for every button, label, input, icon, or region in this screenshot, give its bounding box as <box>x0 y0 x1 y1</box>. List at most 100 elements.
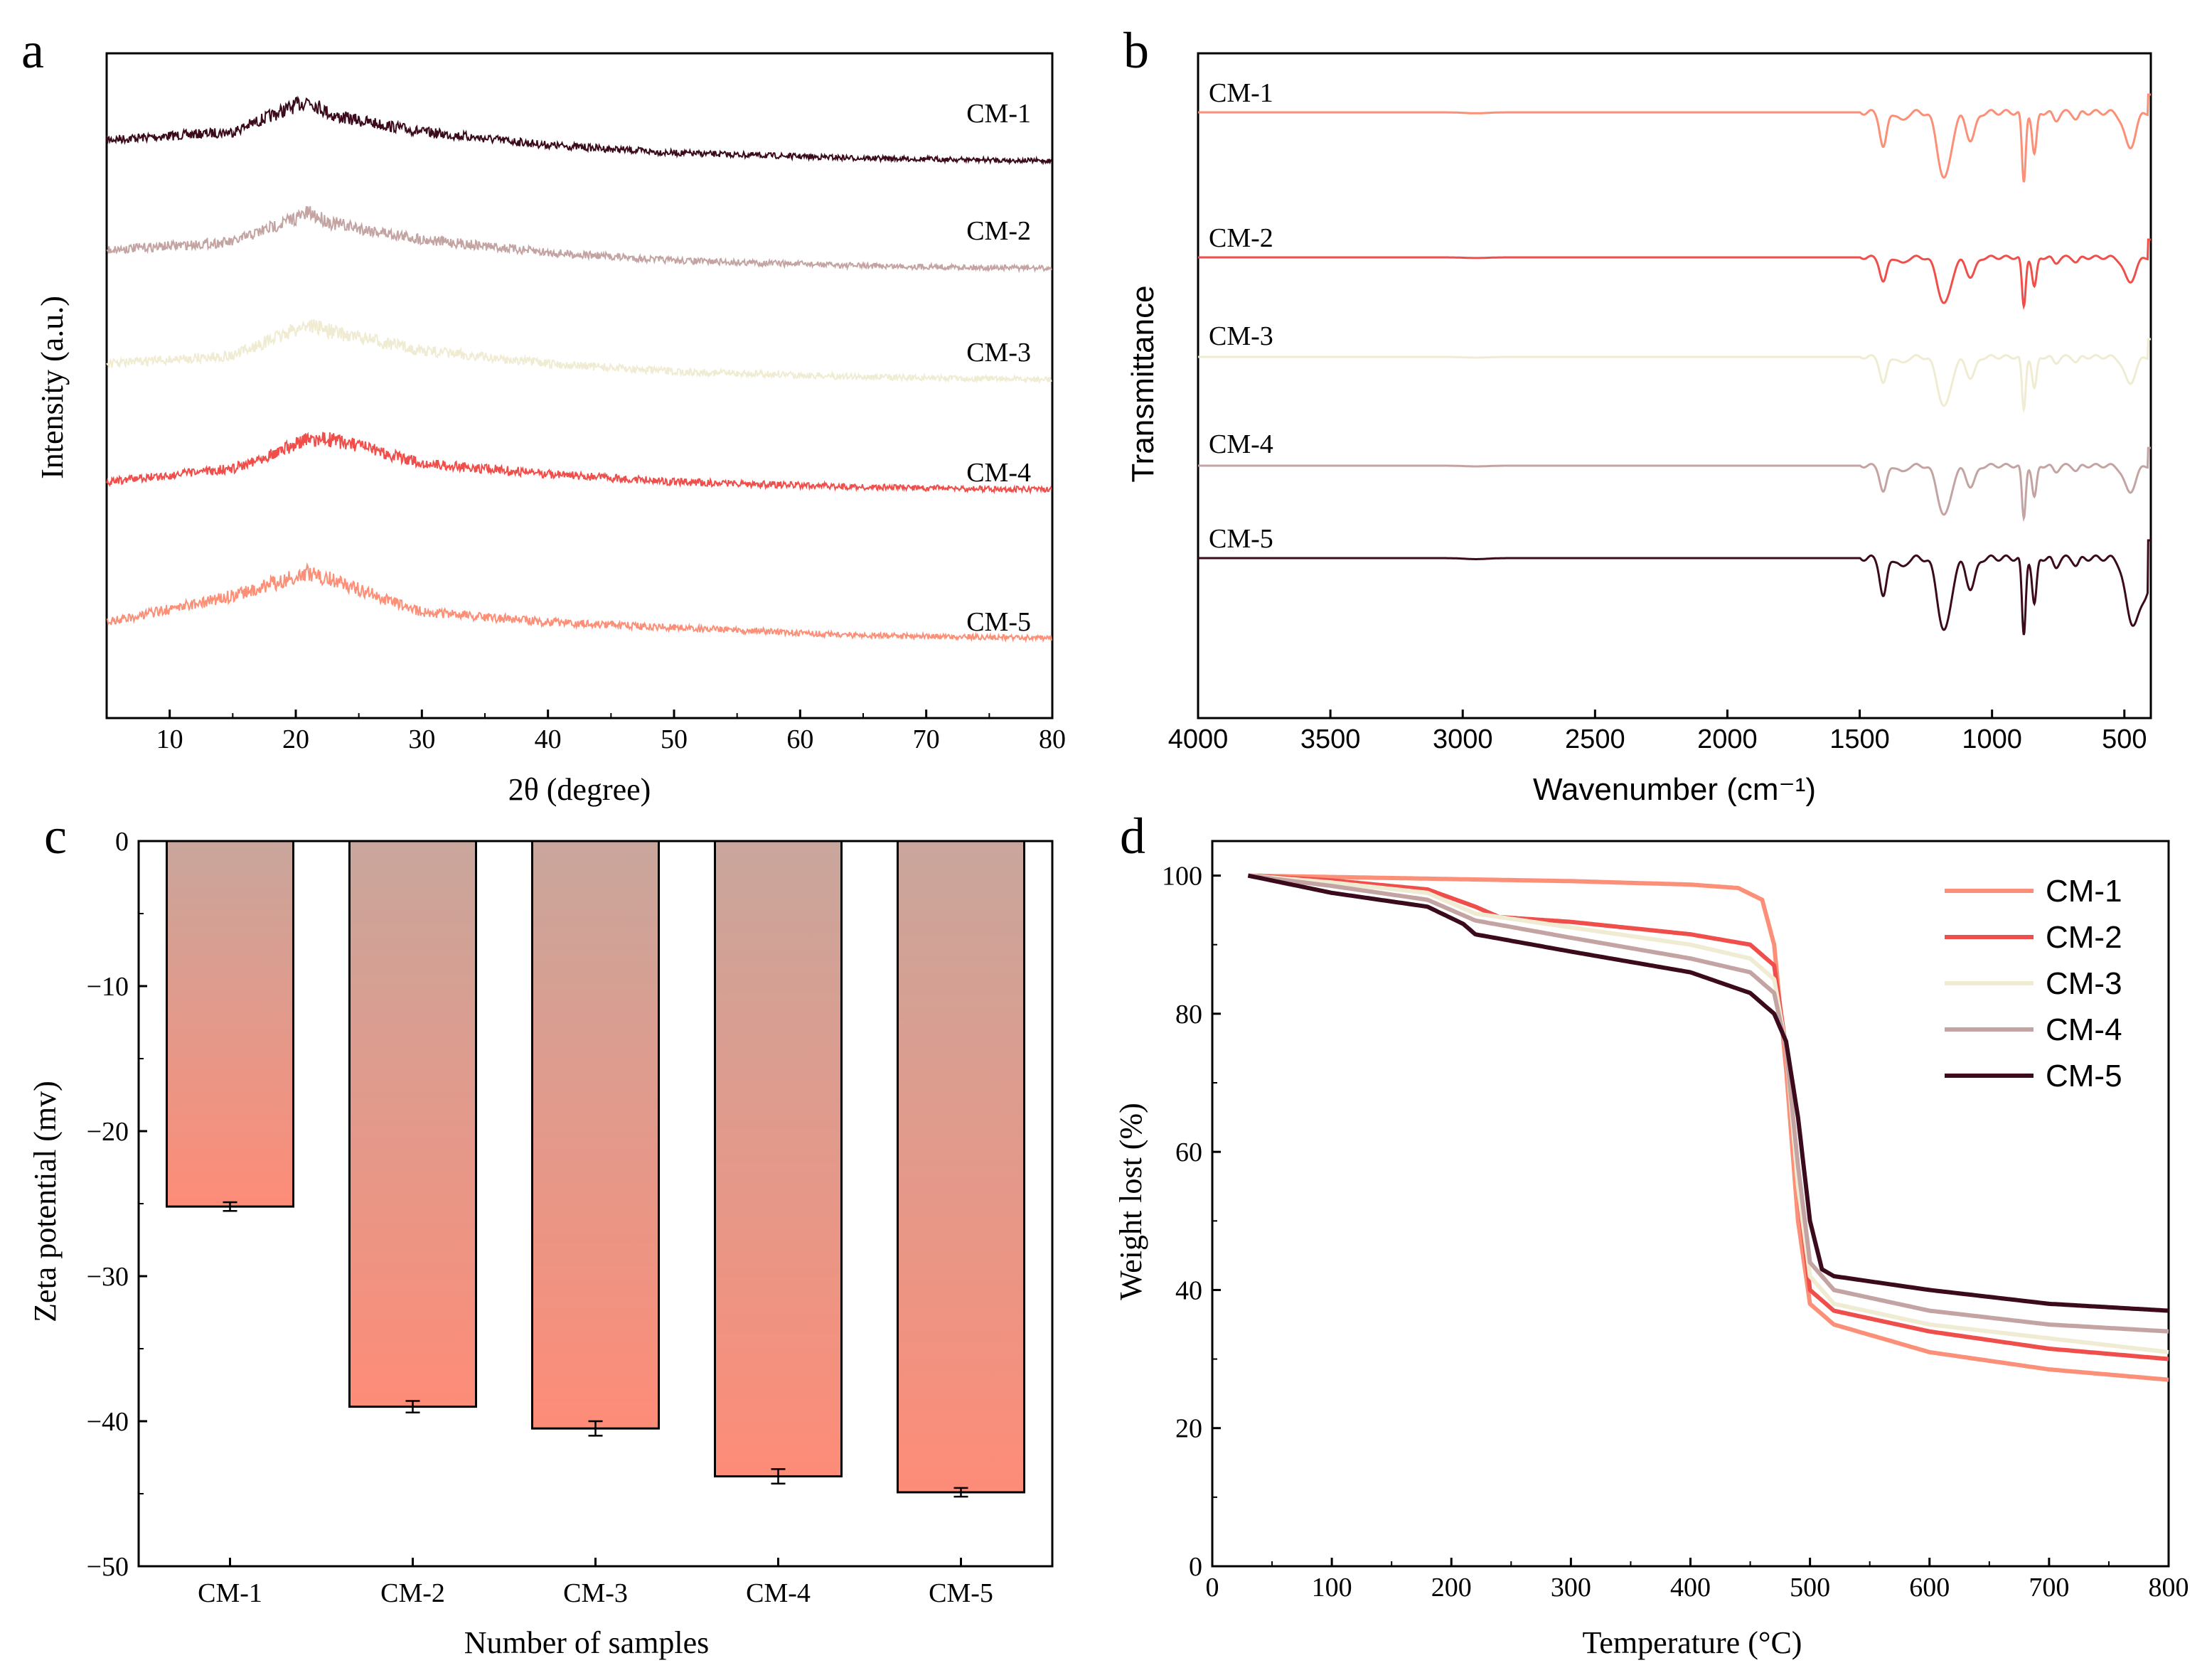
xrd-label-cm-4: CM-4 <box>966 458 1031 488</box>
tga-x-tick-label: 300 <box>1551 1573 1591 1603</box>
panel-c-letter: c <box>44 808 67 865</box>
ftir-tick-label: 1000 <box>1962 724 2022 754</box>
ftir-label-cm-4: CM-4 <box>1209 429 1273 459</box>
panel-d-plot-frame <box>1211 840 2170 1568</box>
panel-a-x-ticks: 10 20 30 40 50 60 70 80 <box>156 710 1066 754</box>
tga-line-cm-4 <box>1248 873 2169 1334</box>
panel-b-traces: CM-1 CM-2 CM-3 CM-4 CM-5 <box>1198 78 2151 636</box>
panel-c-x-axis-title: Number of samples <box>464 1625 710 1660</box>
ftir-tick-label: 3500 <box>1300 724 1361 754</box>
xrd-tick-label: 20 <box>282 724 309 754</box>
tga-x-tick-label: 700 <box>2029 1573 2069 1603</box>
panel-a-plot-frame <box>105 52 1054 719</box>
tga-x-tick-label: 100 <box>1312 1573 1352 1603</box>
legend-label-cm-3: CM-3 <box>2046 966 2122 1001</box>
tga-y-tick-label: 20 <box>1175 1414 1202 1444</box>
zeta-bar-cm-3 <box>531 840 660 1430</box>
panel-c: c CM-1 CM-2 CM-3 CM-4 CM-5 0 −10 −20 −30 −40 −50 N… <box>28 808 1054 1660</box>
xrd-label-cm-2: CM-2 <box>966 216 1031 246</box>
panel-b-plot-frame <box>1197 52 2152 719</box>
ftir-tick-label: 2000 <box>1697 724 1758 754</box>
xrd-tick-label: 80 <box>1039 724 1066 754</box>
zeta-y-tick-label: −10 <box>87 972 129 1002</box>
panel-a: a CM-1CM-2CM-3CM-4CM-5 10 20 30 40 50 60 70 80 … <box>21 22 1066 807</box>
zeta-y-tick-label: −30 <box>87 1262 129 1292</box>
legend-label-cm-2: CM-2 <box>2046 920 2122 955</box>
zeta-bar-cm-4 <box>714 840 843 1478</box>
zeta-category-label: CM-3 <box>563 1578 628 1608</box>
legend-label-cm-4: CM-4 <box>2046 1012 2122 1047</box>
zeta-bar-cm-1 <box>166 840 294 1208</box>
ftir-trace-cm-1 <box>1198 93 2151 183</box>
tga-x-tick-label: 800 <box>2149 1573 2189 1603</box>
tga-x-tick-label: 400 <box>1670 1573 1711 1603</box>
panel-b-x-ticks: 4000 3500 3000 2500 2000 1500 1000 500 <box>1168 710 2147 754</box>
ftir-label-cm-5: CM-5 <box>1209 524 1273 554</box>
tga-x-tick-label: 500 <box>1790 1573 1830 1603</box>
tga-x-tick-label: 200 <box>1431 1573 1472 1603</box>
panel-d-legend: CM-1 CM-2 CM-3 CM-4 CM-5 <box>1945 874 2122 1093</box>
zeta-category-label: CM-1 <box>198 1578 262 1608</box>
panel-b-letter: b <box>1123 22 1149 79</box>
panel-a-traces: CM-1 CM-2 CM-3 CM-4 CM-5 <box>106 95 1052 643</box>
tga-line-cm-2 <box>1248 873 2169 1361</box>
panel-a-x-axis-title: 2θ (degree) <box>508 772 651 807</box>
ftir-label-cm-3: CM-3 <box>1209 321 1273 351</box>
tga-x-tick-label: 0 <box>1206 1573 1219 1603</box>
xrd-label-cm-3: CM-3 <box>966 338 1031 368</box>
ftir-trace-cm-3 <box>1198 338 2151 414</box>
xrd-tick-label: 60 <box>786 724 813 754</box>
ftir-tick-label: 1500 <box>1829 724 1890 754</box>
ftir-tick-label: 500 <box>2102 724 2147 754</box>
ftir-trace-cm-2 <box>1198 238 2151 311</box>
ftir-trace-cm-4 <box>1198 446 2151 523</box>
zeta-category-label: CM-4 <box>746 1578 811 1608</box>
xrd-tick-label: 50 <box>661 724 688 754</box>
ftir-tick-label: 2500 <box>1565 724 1625 754</box>
ftir-trace-cm-5 <box>1198 539 2151 636</box>
tga-line-cm-3 <box>1248 873 2169 1354</box>
zeta-y-tick-label: −50 <box>87 1552 129 1582</box>
panel-d-ticks: 0 100 200 300 400 500 600 700 800 0 20 40 60 80 100 <box>1162 862 2189 1603</box>
panel-a-letter: a <box>21 22 44 79</box>
xrd-tick-label: 70 <box>913 724 940 754</box>
tga-y-tick-label: 40 <box>1175 1275 1202 1305</box>
xrd-trace-cm-2 <box>106 205 1052 274</box>
xrd-label-cm-1: CM-1 <box>966 99 1031 129</box>
xrd-trace-cm-3 <box>106 319 1052 385</box>
panel-d-y-axis-title: Weight lost (%) <box>1113 1103 1148 1300</box>
panel-b: b CM-1 CM-2 CM-3 CM-4 CM-5 4000 3500 3000 2500 2… <box>1123 22 2152 807</box>
tga-y-tick-label: 100 <box>1162 862 1202 892</box>
ftir-tick-label: 3000 <box>1433 724 1493 754</box>
zeta-y-tick-label: −40 <box>87 1407 129 1437</box>
panel-c-ticks: CM-1 CM-2 CM-3 CM-4 CM-5 0 −10 −20 −30 −40 −50 <box>87 827 993 1608</box>
panel-b-x-axis-title: Wavenumber (cm⁻¹) <box>1533 772 1816 807</box>
panel-d: d 0 100 200 300 400 500 600 700 800020406080100 … <box>1113 808 2189 1660</box>
legend-label-cm-5: CM-5 <box>2046 1059 2122 1093</box>
xrd-tick-label: 40 <box>535 724 562 754</box>
ftir-label-cm-2: CM-2 <box>1209 223 1273 253</box>
legend-label-cm-1: CM-1 <box>2046 874 2122 909</box>
zeta-y-tick-label: 0 <box>115 827 129 857</box>
zeta-category-label: CM-5 <box>929 1578 993 1608</box>
tga-y-tick-label: 0 <box>1189 1552 1202 1582</box>
panel-d-letter: d <box>1120 808 1145 865</box>
xrd-tick-label: 30 <box>408 724 435 754</box>
tga-y-tick-label: 80 <box>1175 1000 1202 1029</box>
panel-c-y-axis-title: Zeta potential (mv) <box>28 1081 63 1322</box>
panel-d-x-axis-title: Temperature (°C) <box>1583 1625 1802 1660</box>
panel-b-y-axis-title: Transmittance <box>1126 285 1160 482</box>
zeta-y-tick-label: −20 <box>87 1117 129 1147</box>
panel-a-y-axis-title: Intensity (a.u.) <box>35 296 70 479</box>
ftir-label-cm-1: CM-1 <box>1209 78 1273 108</box>
zeta-category-label: CM-2 <box>380 1578 445 1608</box>
tga-line-cm-5 <box>1247 873 2169 1313</box>
xrd-label-cm-5: CM-5 <box>966 607 1031 637</box>
panel-c-bars <box>166 840 1025 1498</box>
xrd-trace-cm-5 <box>107 562 1052 643</box>
xrd-trace-cm-4 <box>106 432 1052 496</box>
ftir-tick-label: 4000 <box>1168 724 1229 754</box>
panel-d-lines <box>1247 873 2169 1382</box>
zeta-bar-cm-5 <box>897 840 1025 1494</box>
